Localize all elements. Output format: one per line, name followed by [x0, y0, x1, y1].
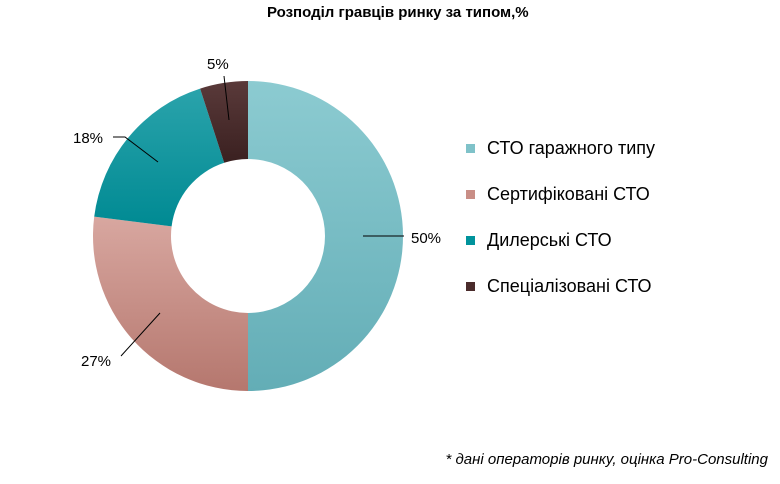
- leader-line: [120, 312, 161, 357]
- legend-swatch: [466, 235, 475, 245]
- data-label: 27%: [81, 353, 111, 370]
- chart-title: Розподіл гравців ринку за типом,%: [267, 4, 529, 21]
- legend-swatch: [466, 189, 475, 199]
- legend-swatch: [466, 143, 475, 153]
- donut-slice: [200, 81, 248, 163]
- data-label: 5%: [207, 56, 229, 73]
- legend-label: СТО гаражного типу: [487, 137, 656, 158]
- leader-line: [223, 75, 230, 121]
- legend-label: Дилерські СТО: [487, 229, 612, 250]
- donut-slice: [94, 88, 225, 227]
- legend-label: Спеціалізовані СТО: [487, 275, 652, 296]
- data-label: 50%: [411, 230, 441, 247]
- legend: СТО гаражного типу Сертифіковані СТО Дил…: [466, 125, 655, 309]
- donut-slice: [248, 81, 403, 391]
- legend-item: Сертифіковані СТО: [466, 171, 655, 217]
- legend-item: Дилерські СТО: [466, 217, 655, 263]
- leader-line: [113, 136, 159, 163]
- legend-swatch: [466, 281, 475, 291]
- legend-item: Спеціалізовані СТО: [466, 263, 655, 309]
- footnote: * дані операторів ринку, оцінка Pro-Cons…: [445, 451, 768, 468]
- data-label: 18%: [73, 130, 103, 147]
- legend-item: СТО гаражного типу: [466, 125, 655, 171]
- legend-label: Сертифіковані СТО: [487, 183, 650, 204]
- donut-slice: [93, 216, 248, 391]
